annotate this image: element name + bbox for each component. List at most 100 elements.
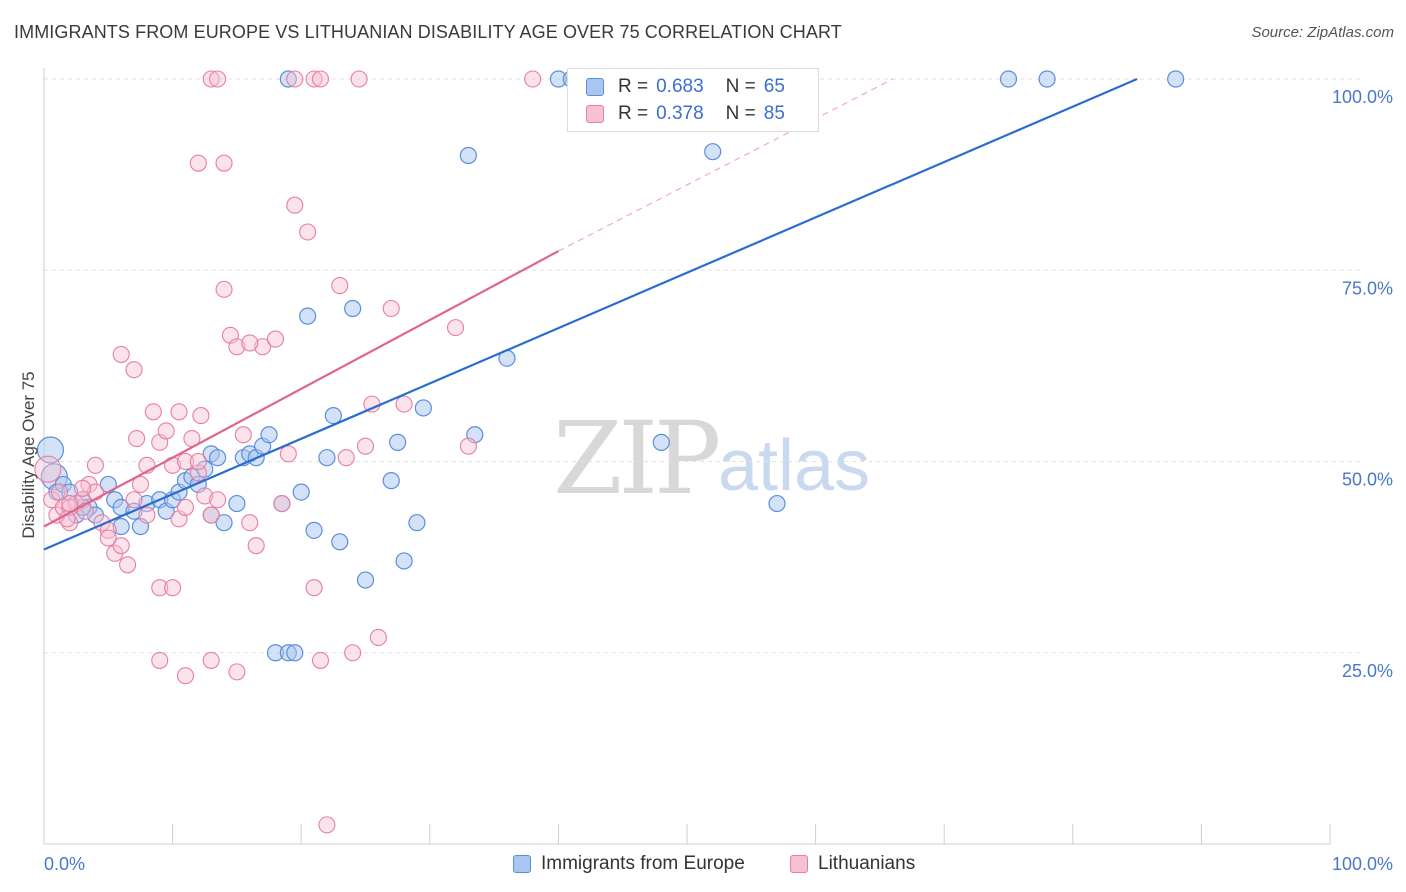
point-lithuanian [331, 276, 349, 295]
point-lithuanian [234, 426, 252, 444]
point-lithuanian [215, 154, 233, 172]
point-lithuanian [202, 506, 220, 524]
point-europe [215, 514, 233, 532]
legend-r-label: R = [618, 103, 649, 124]
point-lithuanian [228, 338, 246, 356]
x-tick-label: 100.0% [1332, 854, 1393, 874]
point-europe [279, 70, 297, 88]
point-lithuanian [176, 498, 195, 516]
point-lithuanian [350, 70, 368, 88]
bottom-legend-label-lithuanians: Lithuanians [818, 853, 916, 874]
point-lithuanian [356, 437, 375, 455]
legend-row-europe: R = 0.683 N = 65 [586, 74, 785, 100]
point-europe [395, 552, 413, 570]
point-lithuanian [215, 280, 233, 298]
point-europe [305, 521, 323, 539]
point-lithuanian [144, 403, 162, 421]
y-tick-label: 25.0% [1342, 661, 1393, 681]
bottom-legend-swatch-blue [513, 855, 531, 873]
point-lithuanian [157, 422, 175, 440]
legend-r-label: R = [618, 76, 649, 97]
point-lithuanian [170, 403, 188, 421]
point-lithuanian [344, 644, 362, 662]
point-lithuanian [112, 345, 130, 363]
point-lithuanian [202, 70, 220, 88]
point-europe [459, 146, 477, 165]
point-europe [652, 433, 670, 451]
point-europe [228, 494, 246, 513]
point-europe [389, 433, 407, 451]
y-tick-label: 75.0% [1342, 278, 1393, 298]
point-lithuanian [189, 452, 207, 471]
bottom-legend-europe: Immigrants from Europe [513, 852, 745, 876]
legend-n-label: N = [725, 76, 756, 97]
legend-n-label: N = [725, 103, 756, 124]
point-europe [704, 143, 722, 161]
point-lithuanian [241, 514, 259, 532]
point-lithuanian [305, 579, 323, 597]
point-lithuanian [209, 70, 227, 88]
point-lithuanian [176, 667, 195, 685]
legend-n-value: 85 [763, 103, 785, 124]
point-europe [768, 494, 786, 513]
point-lithuanian [86, 456, 104, 474]
point-lithuanian [279, 445, 297, 463]
watermark-atlas: atlas [718, 426, 871, 506]
point-europe [292, 483, 310, 501]
point-lithuanian [382, 299, 400, 318]
point-lithuanian [176, 452, 195, 471]
bottom-legend-swatch-pink [790, 855, 808, 873]
point-europe [1167, 70, 1185, 88]
legend-r-value: 0.683 [656, 76, 704, 97]
point-lithuanian [164, 579, 182, 597]
point-lithuanian [202, 651, 220, 669]
point-europe [112, 517, 130, 536]
point-lithuanian [128, 429, 146, 448]
point-lithuanian [446, 319, 465, 337]
point-europe [382, 472, 400, 490]
series-immigrants-from-europe [36, 70, 1185, 662]
trend-line-europe [43, 77, 1138, 551]
legend: R = 0.683 N = 65 R = 0.378 N = 85 [567, 68, 819, 132]
point-europe [331, 533, 349, 551]
point-lithuanian [131, 475, 149, 494]
bottom-legend-lithuanians: Lithuanians [790, 852, 915, 876]
point-lithuanian [192, 407, 210, 425]
legend-n-value: 65 [763, 76, 785, 97]
x-tick-label: 0.0% [44, 854, 85, 874]
point-lithuanian [241, 334, 259, 352]
y-tick-label: 100.0% [1332, 87, 1393, 107]
point-lithuanian [151, 651, 169, 669]
point-europe [260, 426, 278, 444]
point-lithuanian [254, 338, 272, 356]
point-lithuanian [311, 651, 330, 669]
point-europe [209, 449, 227, 467]
point-lithuanian [305, 70, 323, 88]
y-axis-label: Disability Age Over 75 [19, 371, 38, 538]
point-lithuanian [299, 223, 317, 241]
point-lithuanian [286, 196, 304, 214]
grid-lines [44, 78, 1360, 654]
point-europe [408, 514, 426, 532]
point-europe [299, 307, 317, 325]
legend-swatch-pink [586, 105, 604, 123]
point-lithuanian [112, 537, 130, 555]
point-lithuanian [318, 816, 336, 834]
legend-row-lithuanians: R = 0.378 N = 85 [586, 101, 785, 127]
point-lithuanian [151, 579, 169, 597]
point-lithuanian [524, 70, 542, 88]
point-lithuanian [247, 537, 265, 555]
point-europe [414, 399, 432, 417]
point-europe [1038, 70, 1056, 88]
point-lithuanian [395, 395, 413, 413]
chart-title: IMMIGRANTS FROM EUROPE VS LITHUANIAN DIS… [14, 22, 842, 42]
trend-line-lithuanians [43, 250, 559, 528]
series-lithuanians [34, 70, 542, 834]
point-lithuanian [189, 154, 207, 172]
point-europe [356, 571, 375, 589]
bottom-legend-label-europe: Immigrants from Europe [541, 853, 745, 874]
point-lithuanian [125, 491, 143, 509]
point-lithuanian [286, 70, 304, 88]
point-europe [318, 449, 336, 467]
